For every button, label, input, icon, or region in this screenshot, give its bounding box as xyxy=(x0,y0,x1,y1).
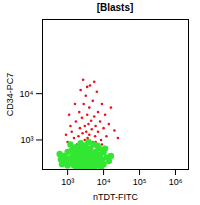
svg-text:10³: 10³ xyxy=(20,135,33,145)
html-text:[Blasts]: [Blasts] xyxy=(96,2,134,13)
svg-text:10⁶: 10⁶ xyxy=(169,177,183,187)
svg-text:10³: 10³ xyxy=(61,177,74,187)
svg-text:nTDT-FITC: nTDT-FITC xyxy=(93,192,138,202)
svg-text:CD34-PC7: CD34-PC7 xyxy=(5,73,15,117)
svg-text:10⁵: 10⁵ xyxy=(133,177,147,187)
svg-text:10⁴: 10⁴ xyxy=(20,89,34,99)
svg-text:10⁴: 10⁴ xyxy=(97,177,111,187)
